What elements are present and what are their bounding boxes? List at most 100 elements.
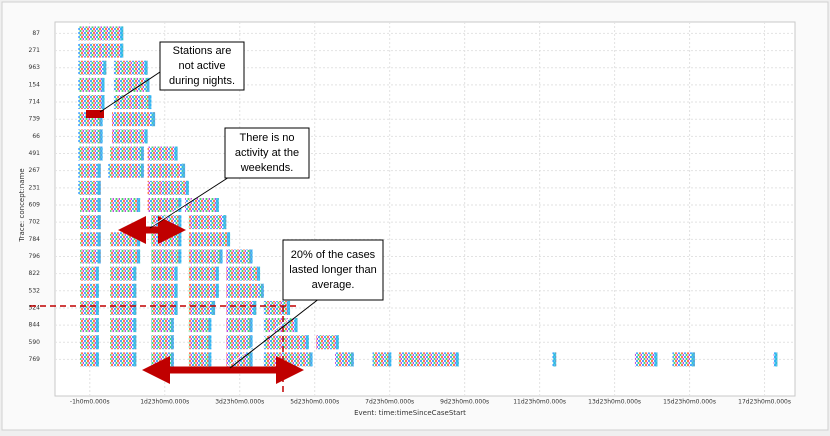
segment-edge — [95, 318, 99, 333]
event-segment — [151, 335, 174, 350]
y-tick-label: 154 — [29, 81, 41, 88]
segment-edge — [170, 318, 174, 333]
segment-edge — [249, 352, 253, 367]
y-tick-label: 784 — [29, 236, 41, 243]
callout-box — [224, 127, 310, 179]
event-segment — [147, 180, 189, 195]
event-segment — [147, 198, 182, 212]
y-tick-label: 590 — [29, 339, 41, 346]
event-segment — [78, 163, 101, 178]
event-segment — [263, 352, 313, 367]
event-segment — [398, 352, 459, 367]
x-tick-label: 15d23h0m0.000s — [663, 399, 716, 406]
y-tick-label: 844 — [29, 322, 41, 329]
event-segment — [78, 43, 124, 58]
callout-pointer — [227, 295, 319, 367]
x-axis-title: Event: time:timeSinceCaseStart — [354, 409, 466, 417]
segment-edge — [133, 266, 137, 281]
segment-edge — [249, 249, 253, 264]
segment-edge — [137, 232, 141, 247]
event-segment — [78, 26, 124, 41]
event-segment — [111, 129, 148, 144]
callout-text: lasted longer than — [289, 264, 376, 276]
segment-edge — [455, 352, 459, 367]
event-segment — [151, 249, 182, 264]
segment-edge — [144, 129, 148, 144]
segment-edge — [170, 352, 174, 367]
segment-edge — [101, 77, 105, 92]
y-tick-label: 796 — [29, 253, 41, 260]
segment-edge — [140, 146, 144, 161]
segment-edge — [133, 300, 137, 315]
event-segment — [80, 283, 99, 298]
event-segment — [151, 352, 174, 367]
y-tick-label: 963 — [29, 64, 41, 71]
segment-edge — [137, 198, 141, 212]
segment-edge — [95, 283, 99, 298]
callout-text: 20% of the cases — [291, 249, 376, 261]
segment-edge — [120, 26, 124, 41]
event-segment — [110, 249, 141, 264]
segment-edge — [388, 352, 392, 367]
segment-edge — [99, 112, 103, 127]
segment-edge — [223, 215, 227, 230]
event-segment — [226, 335, 253, 350]
segment-edge — [174, 146, 178, 161]
event-segment — [110, 283, 137, 298]
y-tick-label: 267 — [29, 167, 41, 174]
event-segment — [151, 232, 182, 247]
event-segment — [80, 318, 99, 333]
segment-edge — [249, 318, 253, 333]
segment-edge — [97, 180, 101, 195]
event-segment — [111, 112, 156, 127]
event-segment — [151, 318, 174, 333]
segment-edge — [305, 335, 309, 350]
event-segment — [188, 232, 231, 247]
x-tick-label: 11d23h0m0.000s — [513, 399, 566, 406]
segment-edge — [350, 352, 354, 367]
segment-edge — [95, 300, 99, 315]
segment-edge — [97, 198, 101, 212]
event-segment — [188, 283, 219, 298]
y-tick-label: 822 — [29, 270, 41, 277]
event-segment — [80, 300, 99, 315]
segment-edge — [249, 335, 253, 350]
event-segment — [372, 352, 392, 367]
callout-pointer — [229, 297, 321, 369]
segment-edge — [215, 198, 219, 212]
x-tick-label: 9d23h0m0.000s — [440, 399, 489, 406]
segment-edge — [99, 146, 103, 161]
segment-edge — [170, 335, 174, 350]
segment-edge — [97, 163, 101, 178]
x-tick-label: 13d23h0m0.000s — [588, 399, 641, 406]
segment-edge — [553, 352, 557, 367]
segment-edge — [227, 232, 231, 247]
segment-edge — [137, 249, 141, 264]
event-segment — [185, 198, 219, 212]
event-segment — [188, 266, 219, 281]
segment-edge — [178, 249, 182, 264]
segment-edge — [212, 300, 216, 315]
segment-edge — [140, 163, 144, 178]
y-tick-label: 739 — [29, 116, 41, 123]
event-segment — [80, 215, 101, 230]
event-segment — [80, 266, 99, 281]
event-segment — [263, 300, 291, 315]
callout-pointer — [99, 71, 161, 113]
segment-edge — [97, 215, 101, 230]
y-tick-label: 714 — [29, 99, 41, 106]
x-tick-label: 7d23h0m0.000s — [365, 399, 414, 406]
callout-text: activity at the — [235, 147, 299, 159]
segment-edge — [174, 266, 178, 281]
event-segment — [151, 300, 178, 315]
segment-edge — [152, 112, 156, 127]
event-segment — [110, 352, 137, 367]
segment-edge — [174, 283, 178, 298]
y-axis-title: Trace: concept:name — [18, 168, 26, 242]
event-segment — [110, 335, 137, 350]
segment-edge — [182, 163, 186, 178]
event-segment — [110, 300, 137, 315]
x-tick-label: 17d23h0m0.000s — [738, 399, 791, 406]
event-segment — [147, 146, 178, 161]
